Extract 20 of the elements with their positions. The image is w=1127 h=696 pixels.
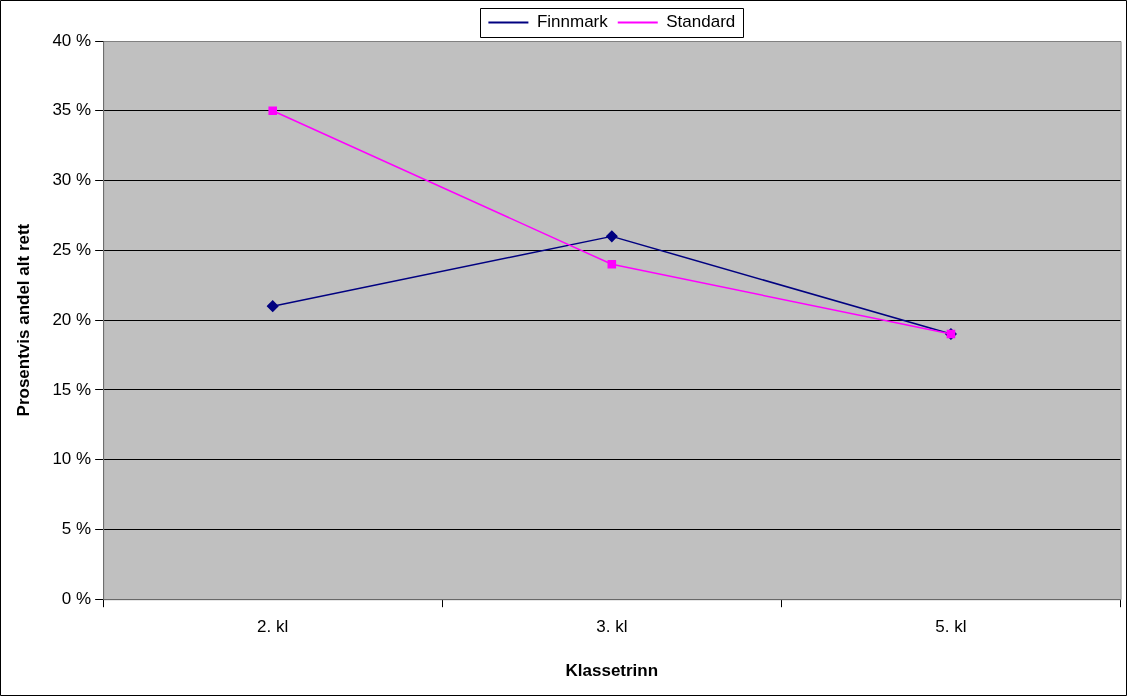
y-tick-label: 25 %	[52, 240, 92, 260]
y-tick-label: 20 %	[52, 309, 92, 329]
x-axis-title: Klassetrinn	[565, 661, 659, 681]
y-axis-title: Prosentvis andel alt rett	[13, 223, 33, 417]
x-tick-label: 3. kl	[596, 617, 628, 637]
y-tick-label: 40 %	[52, 30, 92, 50]
y-tick-label: 0 %	[61, 588, 92, 608]
point	[606, 230, 618, 243]
y-tick-label: 10 %	[52, 449, 92, 469]
legend-label: Finnmark	[536, 12, 609, 32]
legend-label: Standard	[666, 12, 736, 32]
point	[607, 259, 617, 269]
x-tick-label: 5. kl	[935, 617, 967, 637]
point	[268, 106, 277, 116]
y-tick-label: 5 %	[61, 519, 92, 539]
y-tick-label: 15 %	[52, 379, 92, 399]
point	[266, 300, 279, 312]
y-tick-label: 30 %	[52, 170, 92, 190]
y-tick-label: 35 %	[52, 100, 92, 120]
x-tick-label: 2. kl	[257, 617, 289, 637]
